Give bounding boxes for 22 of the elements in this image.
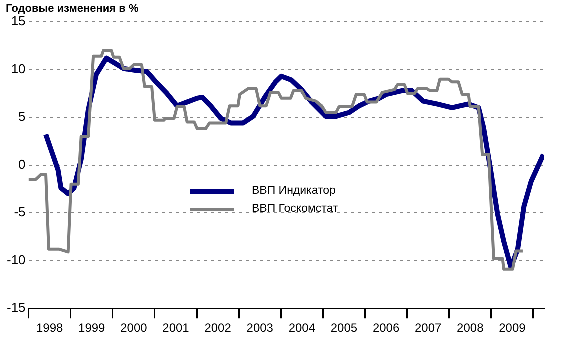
- legend-label: ВВП Индикатор: [252, 185, 336, 197]
- x-tick-label: 1999: [78, 321, 106, 336]
- x-tick-label: 2008: [457, 321, 484, 336]
- x-tick-label: 2005: [330, 321, 358, 336]
- x-tick-label: 2009: [499, 321, 526, 336]
- y-tick-label: 15: [11, 14, 26, 29]
- y-tick-label: -10: [6, 252, 26, 268]
- x-tick-label: 2000: [120, 321, 148, 336]
- legend-label: ВВП Госкомстат: [252, 203, 338, 215]
- y-tick-label: 5: [18, 109, 26, 124]
- x-tick-label: 2002: [204, 321, 232, 336]
- x-tick-label: 2001: [162, 321, 190, 336]
- y-tick-label: 0: [18, 156, 26, 172]
- y-tick-label: -5: [14, 204, 26, 220]
- x-tick-label: 2007: [414, 321, 442, 336]
- y-tick-label: -15: [6, 300, 26, 316]
- x-tick-label: 2004: [288, 321, 316, 336]
- y-tick-label: 10: [11, 61, 26, 76]
- x-tick-label: 2003: [246, 321, 274, 336]
- x-tick-label: 1998: [36, 321, 64, 336]
- x-tick-label: 2006: [372, 321, 400, 336]
- chart-title: Годовые изменения в %: [6, 3, 139, 15]
